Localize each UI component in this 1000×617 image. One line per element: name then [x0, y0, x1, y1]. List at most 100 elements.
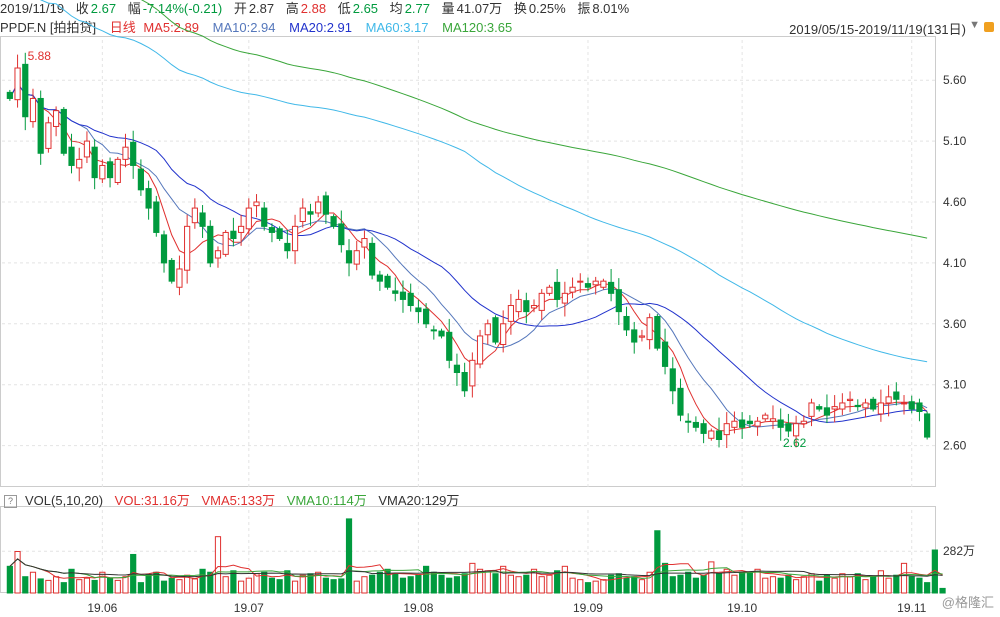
close-label: 收: [75, 1, 89, 16]
volume-bar: [207, 571, 214, 594]
volume-bar: [461, 573, 468, 594]
volume-bar: [253, 573, 260, 594]
volume-bar: [831, 577, 838, 594]
volume-bar: [877, 570, 884, 594]
candle-body: [184, 225, 191, 271]
candle-body: [669, 368, 676, 392]
date-tick-label: 19.11: [897, 601, 926, 615]
candle-body: [361, 238, 368, 248]
candle-body: [816, 406, 823, 410]
ma10-legend: MA10:2.94: [212, 20, 276, 35]
candle-body: [130, 141, 137, 166]
price-tick-label: 5.10: [943, 134, 967, 148]
candle-body: [238, 225, 245, 233]
price-annotation: 5.88: [28, 49, 52, 63]
candle-body: [500, 323, 507, 345]
candle-body: [384, 275, 391, 288]
candle-body: [530, 305, 538, 309]
date-tick-label: 19.06: [87, 601, 117, 615]
candle-body: [777, 419, 784, 428]
candle-body: [322, 195, 329, 215]
volume-bar: [230, 570, 237, 594]
change-label: 幅: [127, 1, 141, 16]
volume-bar: [423, 565, 430, 594]
volume-panel-frame: [0, 506, 936, 593]
ma20-legend: MA20:2.91: [289, 20, 352, 35]
volume-bar: [893, 574, 900, 594]
volume-bar: [723, 568, 730, 594]
candle-body: [769, 418, 777, 422]
volume-bar: [160, 580, 168, 594]
candle-body: [176, 268, 183, 288]
candle-body: [831, 406, 838, 410]
candle-body: [284, 242, 291, 252]
candle-body: [114, 158, 121, 184]
volume-bar: [900, 562, 908, 594]
candle-body: [83, 140, 91, 158]
candle-body: [685, 420, 692, 423]
date-tick-label: 19.09: [573, 601, 603, 615]
volume-legend-bar: ? VOL(5,10,20) VOL:31.16万 VMA5:133万 VMA10…: [4, 492, 467, 510]
help-icon[interactable]: ?: [4, 495, 17, 509]
candle-body: [870, 398, 877, 410]
candle-body: [569, 286, 576, 293]
low-label: 低: [337, 1, 351, 16]
candle-body: [376, 274, 383, 282]
candle-body: [338, 223, 345, 246]
volume-bar: [453, 576, 461, 594]
candle-body: [76, 158, 83, 169]
candle-body: [877, 402, 884, 415]
volume-bar: [916, 577, 923, 594]
range-dropdown-icon[interactable]: ▼: [969, 19, 980, 31]
volume-bar: [176, 579, 183, 594]
volume-bar: [584, 582, 592, 594]
candle-body: [37, 97, 44, 154]
volume-bar: [6, 565, 13, 594]
volume-bar: [700, 574, 707, 594]
candle-body: [762, 414, 769, 420]
volume-bar: [299, 574, 306, 594]
volume-bar: [646, 571, 653, 594]
volume-bar: [430, 571, 437, 594]
candle-body: [369, 242, 376, 276]
candle-body: [654, 315, 661, 349]
date-range-label[interactable]: 2019/05/15-2019/11/19(131日): [789, 22, 966, 37]
volume-bar: [507, 574, 514, 594]
volume-bar: [924, 582, 931, 594]
avg-value: 2.77: [404, 1, 430, 16]
price-tick-label: 4.60: [943, 195, 967, 209]
candle-body: [245, 207, 252, 230]
lock-icon[interactable]: [984, 22, 994, 32]
price-tick-label: 4.10: [943, 256, 967, 270]
volume-bar: [245, 577, 252, 594]
volume-bar: [238, 580, 245, 594]
volume-bar: [739, 571, 746, 594]
volume-bar: [338, 578, 345, 594]
candle-body: [854, 404, 861, 408]
volume-bar: [577, 579, 584, 594]
volume-bar: [137, 582, 144, 594]
candle-body: [623, 315, 630, 331]
candle-body: [207, 225, 214, 264]
volume-bar: [492, 573, 499, 594]
volume-bar: [330, 579, 337, 594]
change-value: -7.14%(-0.21): [142, 1, 223, 16]
volume-bar: [484, 570, 491, 594]
volume-bar: [885, 577, 892, 594]
candle-body: [430, 329, 437, 332]
candle-body: [900, 402, 908, 405]
price-annotation: 2.62: [783, 436, 807, 450]
candle-body: [399, 291, 407, 300]
ma120-legend: MA120:3.65: [442, 20, 513, 35]
volume-bar: [839, 573, 846, 594]
volume-bar: [76, 579, 83, 594]
volume-bar: [654, 530, 661, 594]
volume-bar: [315, 571, 322, 594]
candle-body: [577, 280, 584, 283]
vma20-line: [9, 558, 943, 578]
candle-body: [353, 250, 360, 265]
period-label[interactable]: 日线: [109, 20, 136, 35]
ma120-line: [140, 0, 928, 239]
candle-body: [916, 402, 923, 412]
